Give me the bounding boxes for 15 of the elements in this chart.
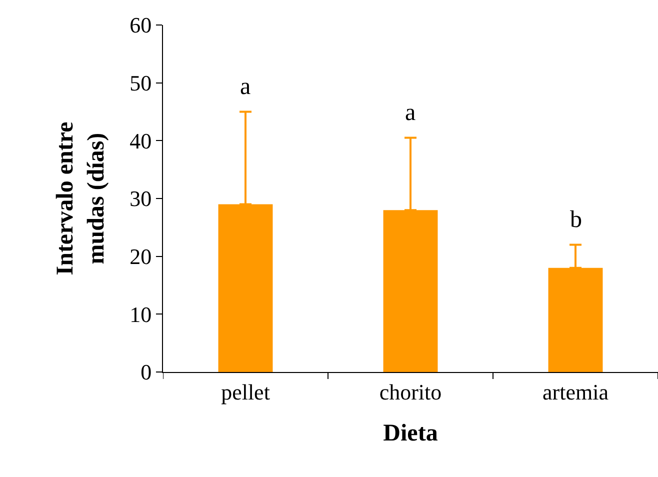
y-tick-label: 10 xyxy=(130,302,152,327)
y-tick-label: 60 xyxy=(130,12,152,38)
x-tick-label: chorito xyxy=(379,379,442,404)
y-tick-label: 0 xyxy=(140,360,152,385)
y-tick-label: 20 xyxy=(130,244,152,270)
annotation: b xyxy=(570,207,582,233)
annotation: a xyxy=(405,100,416,126)
y-tick-label: 40 xyxy=(130,128,152,154)
x-tick-label: artemia xyxy=(542,379,609,404)
y-axis-title: Intervalo entre mudas (días) xyxy=(52,121,110,276)
y-tick-label: 30 xyxy=(130,186,152,212)
x-axis-title: Dieta xyxy=(383,420,438,447)
x-tick-label: pellet xyxy=(221,379,270,404)
y-tick-label: 50 xyxy=(130,70,152,96)
annotation: a xyxy=(240,74,251,100)
